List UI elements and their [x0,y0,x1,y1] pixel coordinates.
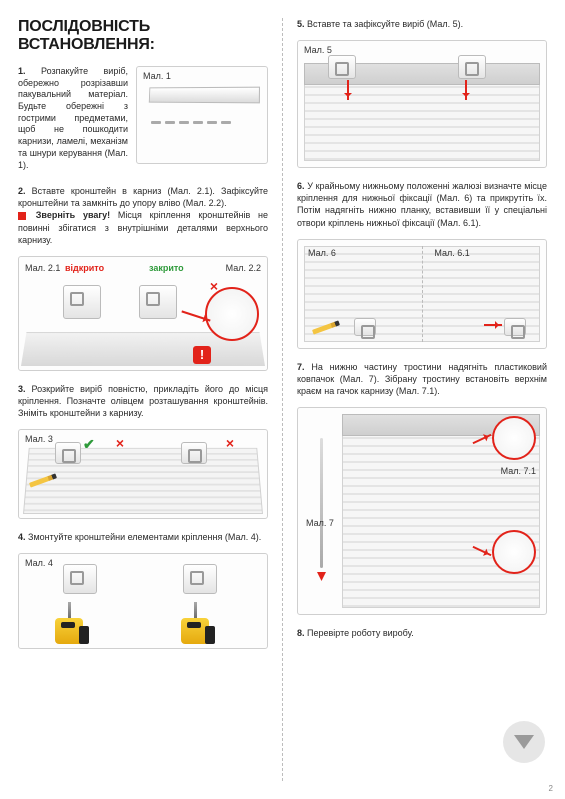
x-mark-icon: × [207,279,221,293]
step-5-num: 5. [297,19,305,29]
scroll-down-button[interactable] [503,721,545,763]
figure-2: Мал. 2.1 відкрито закрито Мал. 2.2 × ! [18,256,268,371]
step-1: 1. Розпакуйте виріб, обережно розрізавши… [18,66,268,171]
figure-6: Мал. 6 Мал. 6.1 [297,239,547,349]
step-1-num: 1. [18,66,26,76]
open-label: відкрито [65,263,104,273]
page-number: 2 [549,784,553,793]
right-column: 5. Вставте та зафіксуйте виріб (Мал. 5).… [283,0,565,799]
figure-3-label: Мал. 3 [25,434,53,444]
step-2: 2. Вставте кронштейн в карниз (Мал. 2.1)… [18,185,268,246]
bracket-mount-icon-2 [183,564,217,594]
red-arrow-icon-3 [484,324,502,326]
figure-7: Мал. 7 Мал. 7.1 [297,407,547,615]
wand-tip-icon [317,572,326,581]
mount-bracket-icon [328,55,356,79]
bracket-icon-2 [181,442,207,464]
split-line [422,246,423,342]
left-column: ПОСЛІДОВНІСТЬ ВСТАНОВЛЕННЯ: 1. Розпакуйт… [0,0,282,799]
x-mark-icon-2: × [113,436,127,450]
step-8-num: 8. [297,628,305,638]
hardware-icon [149,113,237,143]
step-4-body: Змонтуйте кронштейни елементами кріпленн… [28,532,261,542]
x-mark-icon-3: × [223,436,237,450]
figure-6-label: Мал. 6 [308,248,336,258]
bracket-icon [55,442,81,464]
warning-square-icon [18,212,26,220]
detail-circle-bottom-icon [492,530,536,574]
step-1-body: Розпакуйте виріб, обережно розрізавши па… [18,66,128,170]
step-3-body: Розкрийте виріб повністю, прикладіть йог… [18,384,268,418]
red-arrow-down-icon-2 [465,80,467,100]
wand-rod-icon [320,438,323,568]
detail-circle-top-icon [492,416,536,460]
step-2-body: Вставте кронштейн в карниз (Мал. 2.1). З… [18,186,268,208]
step-6: 6. У крайньому нижньому положенні жалюзі… [297,180,547,229]
rail-icon [149,87,260,104]
figure-4-label: Мал. 4 [25,558,53,568]
step-4: 4. Змонтуйте кронштейни елементами кріпл… [18,531,268,543]
closed-label: закрито [149,263,184,273]
figure-71-label: Мал. 7.1 [501,466,536,476]
lower-bracket-icon [354,318,376,336]
step-1-text: 1. Розпакуйте виріб, обережно розрізавши… [18,66,128,171]
figure-5-label: Мал. 5 [304,45,332,55]
lower-bracket-icon-2 [504,318,526,336]
figure-5: Мал. 5 [297,40,547,168]
step-6-body: У крайньому нижньому положенні жалюзі ви… [297,181,547,227]
step-7-body: На нижню частину тростини надягніть плас… [297,362,547,396]
figure-4: Мал. 4 [18,553,268,649]
drill-icon [55,606,99,644]
step-4-num: 4. [18,532,26,542]
step-7-num: 7. [297,362,305,372]
step-2-num: 2. [18,186,26,196]
step-6-num: 6. [297,181,305,191]
check-icon: ✔ [83,436,95,453]
bracket-open-icon [63,285,101,319]
figure-61-label: Мал. 6.1 [434,248,469,258]
step-2-warning-label: Зверніть увагу! [36,210,110,220]
step-3: 3. Розкрийте виріб повністю, прикладіть … [18,383,268,419]
figure-21-label: Мал. 2.1 [25,263,60,273]
drill-icon-2 [181,606,225,644]
step-8: 8. Перевірте роботу виробу. [297,627,547,639]
step-5: 5. Вставте та зафіксуйте виріб (Мал. 5). [297,18,547,30]
bracket-mount-icon [63,564,97,594]
step-5-body: Вставте та зафіксуйте виріб (Мал. 5). [307,19,463,29]
red-arrow-down-icon [347,80,349,100]
figure-3: Мал. 3 × × ✔ [18,429,268,519]
bracket-closed-icon [139,285,177,319]
figure-7-label: Мал. 7 [306,518,334,528]
figure-22-label: Мал. 2.2 [226,263,261,273]
page-title: ПОСЛІДОВНІСТЬ ВСТАНОВЛЕННЯ: [18,18,268,54]
mount-bracket-icon-2 [458,55,486,79]
step-8-body: Перевірте роботу виробу. [307,628,414,638]
figure-1-label: Мал. 1 [143,71,171,81]
figure-1: Мал. 1 [136,66,268,164]
warning-badge-icon: ! [193,346,211,364]
detail-circle-icon [205,287,259,341]
step-3-num: 3. [18,384,26,394]
step-7: 7. На нижню частину тростини надягніть п… [297,361,547,397]
